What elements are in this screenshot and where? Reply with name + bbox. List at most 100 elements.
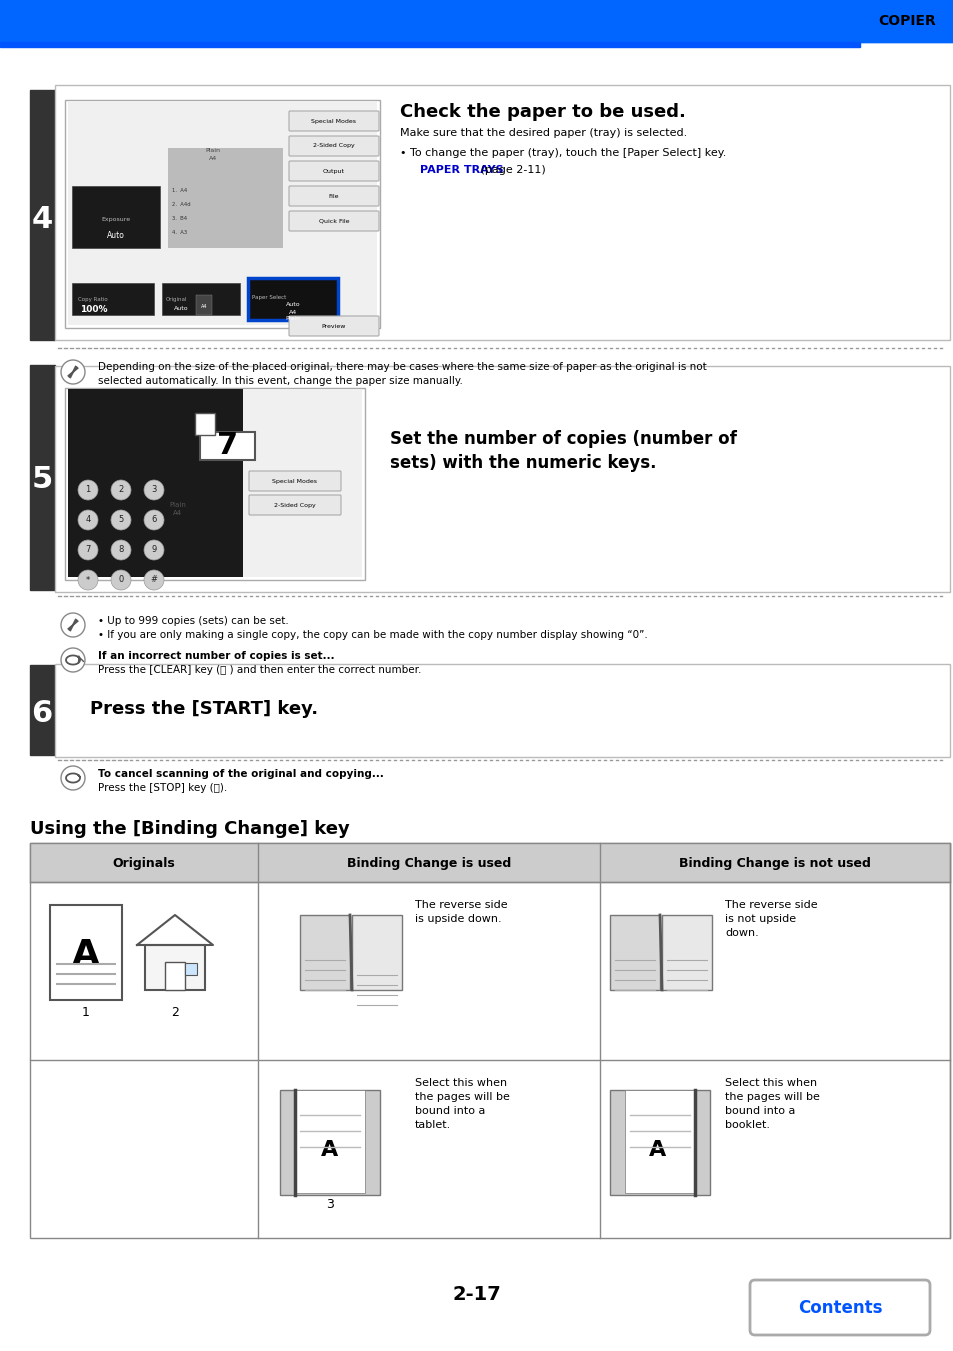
Text: Select this when
the pages will be
bound into a
tablet.: Select this when the pages will be bound… bbox=[415, 1078, 509, 1129]
Text: Press the [STOP] key (Ⓢ).: Press the [STOP] key (Ⓢ). bbox=[98, 784, 227, 793]
Text: Make sure that the desired paper (tray) is selected.: Make sure that the desired paper (tray) … bbox=[399, 128, 686, 138]
Circle shape bbox=[78, 509, 98, 530]
FancyBboxPatch shape bbox=[289, 316, 378, 336]
Bar bbox=[609, 915, 659, 990]
Text: 3.  B4: 3. B4 bbox=[172, 216, 187, 220]
Bar bbox=[352, 915, 401, 990]
Text: *: * bbox=[86, 576, 90, 585]
Text: Plain: Plain bbox=[170, 503, 186, 508]
Text: • If you are only making a single copy, the copy can be made with the copy numbe: • If you are only making a single copy, … bbox=[98, 630, 647, 640]
Text: The reverse side
is upside down.: The reverse side is upside down. bbox=[415, 900, 507, 924]
Text: Paper Select: Paper Select bbox=[252, 295, 286, 300]
FancyBboxPatch shape bbox=[249, 471, 340, 490]
Text: A4: A4 bbox=[209, 157, 217, 162]
Text: 2-17: 2-17 bbox=[452, 1286, 501, 1305]
FancyBboxPatch shape bbox=[749, 1279, 929, 1335]
Bar bbox=[30, 665, 55, 755]
Bar bbox=[30, 843, 949, 882]
Circle shape bbox=[78, 480, 98, 500]
Text: 6: 6 bbox=[152, 516, 156, 524]
Bar bbox=[55, 366, 949, 592]
Bar bbox=[55, 85, 949, 340]
Text: 2: 2 bbox=[118, 485, 124, 494]
Text: Plain: Plain bbox=[285, 316, 300, 322]
Text: 8: 8 bbox=[118, 546, 124, 554]
Circle shape bbox=[144, 570, 164, 590]
Text: 5: 5 bbox=[118, 516, 124, 524]
Text: 7: 7 bbox=[85, 546, 91, 554]
Circle shape bbox=[111, 480, 131, 500]
Circle shape bbox=[144, 540, 164, 561]
Text: Contents: Contents bbox=[797, 1300, 882, 1317]
Circle shape bbox=[111, 540, 131, 561]
Circle shape bbox=[78, 570, 98, 590]
Text: Press the [CLEAR] key (Ⓒ ) and then enter the correct number.: Press the [CLEAR] key (Ⓒ ) and then ente… bbox=[98, 665, 421, 676]
Text: Plain: Plain bbox=[205, 149, 220, 154]
Bar bbox=[162, 282, 240, 315]
Text: The reverse side
is not upside
down.: The reverse side is not upside down. bbox=[724, 900, 817, 938]
Text: A4: A4 bbox=[173, 509, 182, 516]
Text: Exposure: Exposure bbox=[101, 218, 131, 223]
Bar bbox=[0, 0, 953, 42]
FancyBboxPatch shape bbox=[289, 186, 378, 205]
Bar bbox=[65, 100, 379, 328]
Bar bbox=[68, 389, 243, 577]
Text: 1.  A4: 1. A4 bbox=[172, 188, 187, 192]
Circle shape bbox=[61, 766, 85, 790]
Text: 7: 7 bbox=[217, 431, 238, 461]
Text: 1: 1 bbox=[85, 485, 91, 494]
Text: A: A bbox=[649, 1140, 666, 1161]
Text: A: A bbox=[71, 938, 100, 971]
Text: 1: 1 bbox=[82, 1006, 90, 1020]
Bar bbox=[71, 186, 160, 249]
Bar bbox=[55, 663, 949, 757]
Circle shape bbox=[61, 613, 85, 638]
Bar bbox=[50, 905, 122, 1000]
Text: If an incorrect number of copies is set...: If an incorrect number of copies is set.… bbox=[98, 651, 335, 661]
Text: Originals: Originals bbox=[112, 857, 175, 870]
Text: COPIER: COPIER bbox=[877, 14, 935, 28]
Text: A4: A4 bbox=[200, 304, 207, 308]
Bar bbox=[30, 365, 55, 590]
Bar bbox=[661, 915, 711, 990]
Text: File: File bbox=[329, 193, 339, 199]
Text: • To change the paper (tray), touch the [Paper Select] key.: • To change the paper (tray), touch the … bbox=[399, 149, 725, 158]
Text: 4: 4 bbox=[31, 205, 52, 235]
Text: Auto: Auto bbox=[107, 231, 125, 239]
Text: Check the paper to be used.: Check the paper to be used. bbox=[399, 103, 685, 122]
Text: 2-Sided Copy: 2-Sided Copy bbox=[313, 143, 355, 149]
Text: Binding Change is used: Binding Change is used bbox=[347, 857, 511, 870]
Bar bbox=[145, 944, 205, 990]
FancyBboxPatch shape bbox=[289, 211, 378, 231]
FancyBboxPatch shape bbox=[289, 161, 378, 181]
Text: 9: 9 bbox=[152, 546, 156, 554]
Text: Auto: Auto bbox=[173, 307, 189, 312]
Text: Auto: Auto bbox=[285, 303, 300, 308]
Circle shape bbox=[111, 509, 131, 530]
FancyBboxPatch shape bbox=[289, 136, 378, 155]
Bar bbox=[195, 295, 212, 315]
Text: 2: 2 bbox=[171, 1006, 179, 1020]
Text: Output: Output bbox=[323, 169, 345, 173]
Bar bbox=[71, 282, 153, 315]
Text: A4: A4 bbox=[289, 309, 296, 315]
Text: 6: 6 bbox=[31, 698, 52, 727]
Text: Original: Original bbox=[166, 296, 188, 301]
Text: Special Modes: Special Modes bbox=[273, 478, 317, 484]
Bar bbox=[68, 101, 376, 326]
Text: (page 2-11): (page 2-11) bbox=[476, 165, 545, 176]
Text: Quick File: Quick File bbox=[318, 219, 349, 223]
Circle shape bbox=[144, 509, 164, 530]
Bar bbox=[68, 389, 361, 577]
Bar bbox=[0, 42, 859, 47]
Bar bbox=[168, 149, 283, 249]
Bar bbox=[280, 1090, 379, 1196]
Bar bbox=[299, 915, 350, 990]
Text: #: # bbox=[151, 576, 157, 585]
Circle shape bbox=[61, 359, 85, 384]
Text: Preview: Preview bbox=[321, 323, 346, 328]
Circle shape bbox=[111, 570, 131, 590]
Bar bbox=[30, 843, 949, 1238]
Text: A: A bbox=[321, 1140, 338, 1161]
Bar bbox=[165, 962, 185, 990]
